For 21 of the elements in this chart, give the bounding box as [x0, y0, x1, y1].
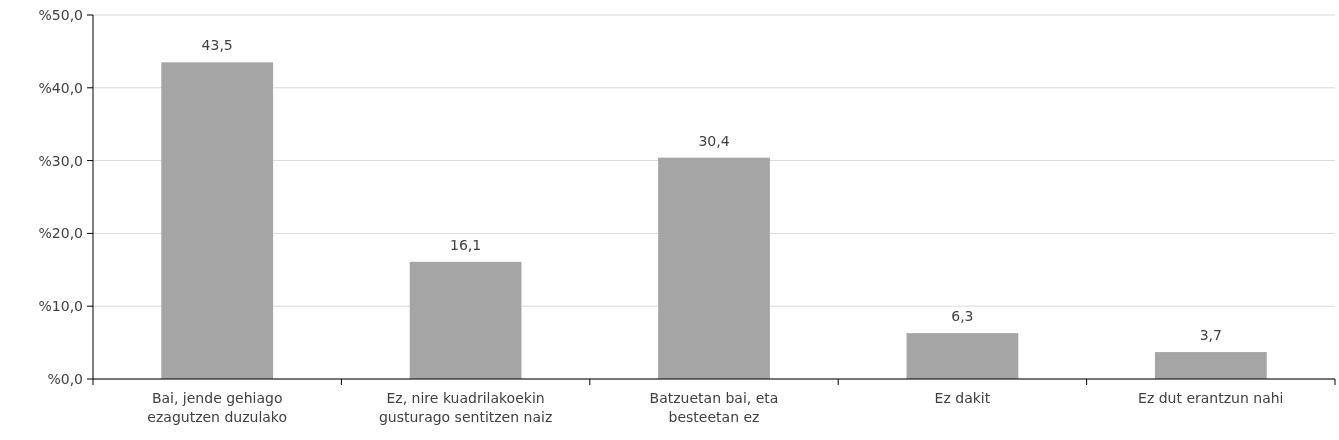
- x-tick-label: Ez dakit: [934, 390, 991, 406]
- y-tick-label: %40,0: [38, 79, 83, 96]
- y-tick-label: %30,0: [38, 152, 83, 169]
- data-label: 30,4: [698, 132, 730, 149]
- y-tick-label: %0,0: [47, 370, 83, 387]
- data-label: 6,3: [951, 308, 974, 325]
- bar: [658, 157, 770, 379]
- bar: [1154, 352, 1267, 379]
- bar: [161, 62, 274, 379]
- bar: [906, 333, 1019, 379]
- x-tick-label: Ez, nire kuadrilakoekin gusturago sentitzen naiz: [378, 390, 553, 425]
- x-tick-label: Batzuetan bai, eta besteetan ez: [649, 390, 779, 425]
- data-label: 43,5: [201, 37, 233, 54]
- bar: [409, 261, 522, 379]
- data-label: 16,1: [450, 236, 482, 253]
- data-label: 3,7: [1199, 327, 1222, 344]
- y-tick-label: %50,0: [38, 6, 83, 23]
- x-tick-label: Ez dut erantzun nahi: [1138, 390, 1284, 406]
- y-tick-label: %10,0: [38, 298, 83, 315]
- x-tick-label: Bai, jende gehiago ezagutzen duzulako: [147, 390, 288, 425]
- y-tick-label: %20,0: [38, 225, 83, 242]
